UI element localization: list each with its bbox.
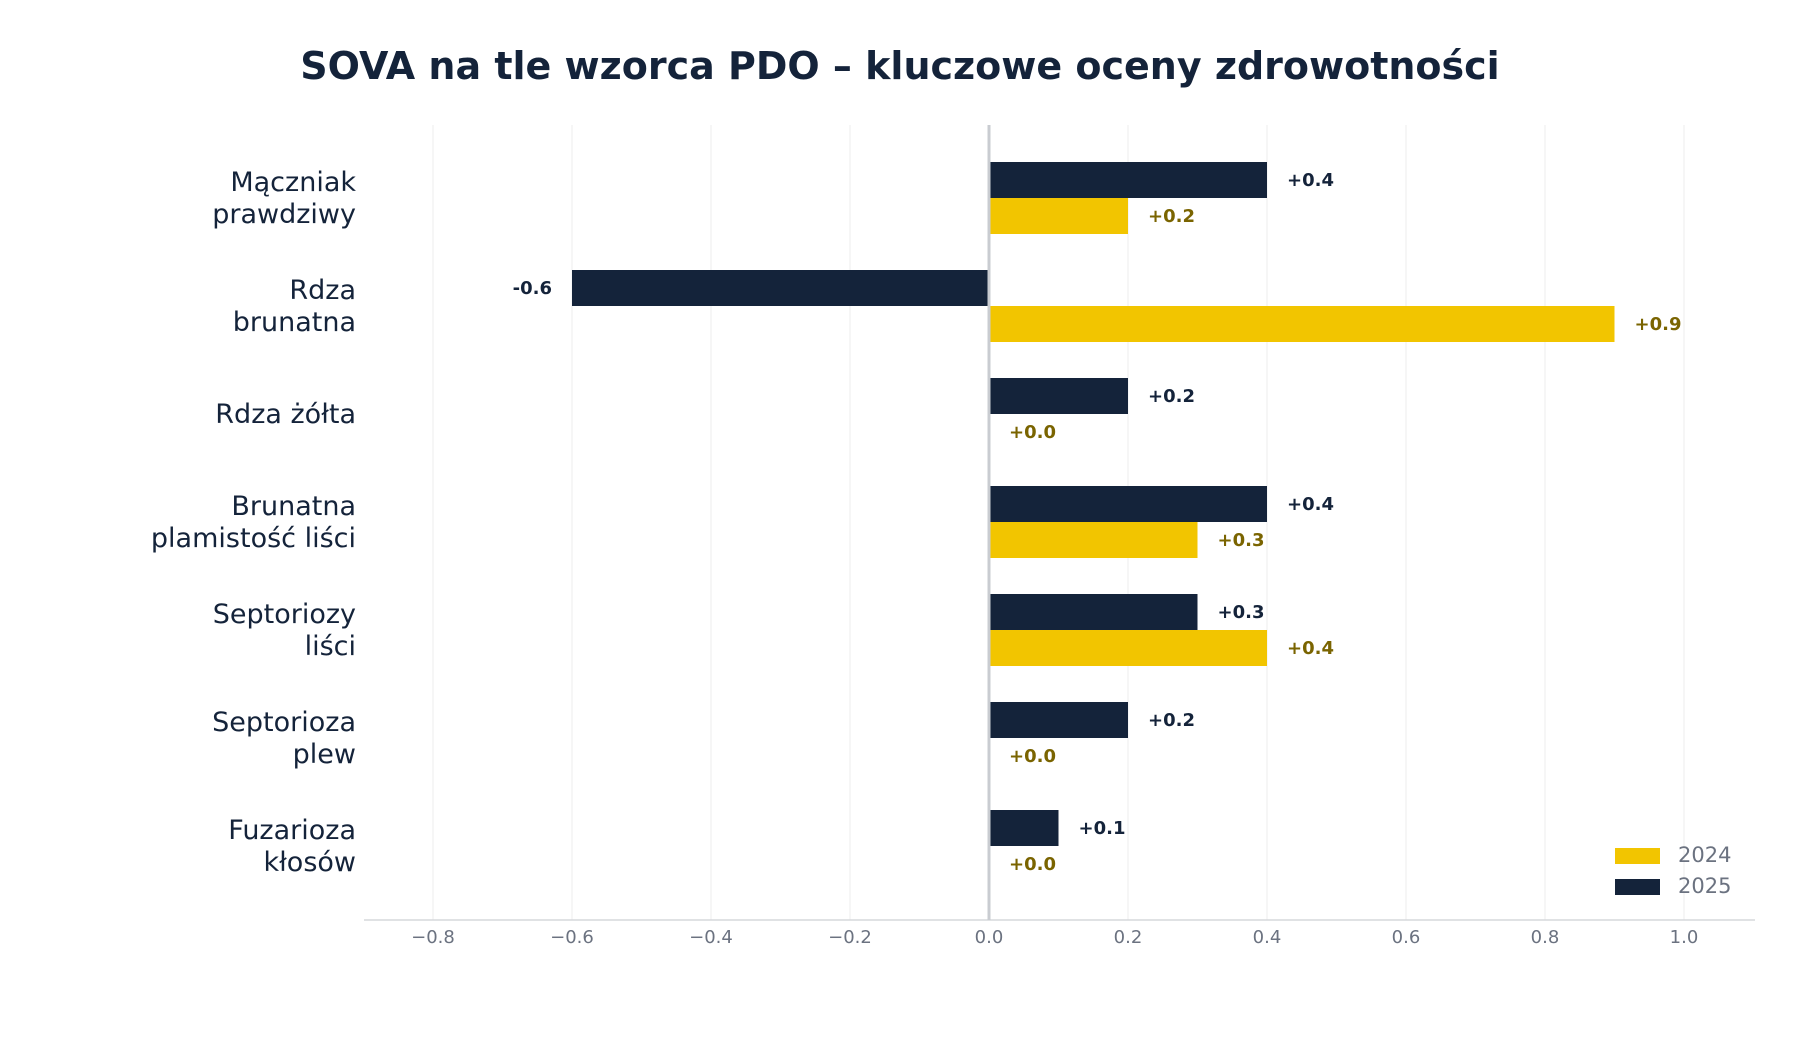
bar-2025 <box>989 810 1059 846</box>
data-label-2024: +0.2 <box>1148 206 1195 227</box>
data-label-2025: +0.2 <box>1148 710 1195 731</box>
data-label-2024: +0.0 <box>1009 854 1056 875</box>
x-tick-label: 0.0 <box>975 927 1004 948</box>
x-tick-label: −0.6 <box>550 927 594 948</box>
category-label: kłosów <box>264 847 357 878</box>
chart-title: SOVA na tle wzorca PDO – kluczowe oceny … <box>300 44 1500 88</box>
bar-2025 <box>989 378 1128 414</box>
data-label-2024: +0.3 <box>1218 530 1265 551</box>
data-label-2025: +0.4 <box>1287 170 1334 191</box>
x-tick-label: 0.2 <box>1114 927 1143 948</box>
x-tick-label: 0.4 <box>1253 927 1282 948</box>
x-tick-label: 0.6 <box>1392 927 1421 948</box>
bar-2025 <box>989 594 1198 630</box>
data-label-2025: +0.1 <box>1079 818 1126 839</box>
bar-2025 <box>572 270 989 306</box>
data-label-2024: +0.0 <box>1009 746 1056 767</box>
bar-2024 <box>989 522 1198 558</box>
category-label: Rdza <box>289 275 356 306</box>
bar-2025 <box>989 702 1128 738</box>
data-label-2025: +0.3 <box>1218 602 1265 623</box>
x-tick-label: 1.0 <box>1670 927 1699 948</box>
data-label-2025: +0.4 <box>1287 494 1334 515</box>
legend-swatch-2025 <box>1615 879 1660 895</box>
category-label: Mączniak <box>230 167 356 198</box>
bar-2025 <box>989 486 1267 522</box>
category-label: prawdziwy <box>212 199 356 230</box>
category-label: liści <box>305 631 356 662</box>
bar-2024 <box>989 630 1267 666</box>
x-tick-label: −0.4 <box>689 927 733 948</box>
category-label: Fuzarioza <box>228 815 356 846</box>
data-label-2024: +0.9 <box>1635 314 1682 335</box>
bar-2024 <box>989 306 1615 342</box>
x-tick-label: −0.8 <box>411 927 455 948</box>
data-label-2024: +0.4 <box>1287 638 1334 659</box>
category-label: plew <box>293 739 356 770</box>
x-tick-label: 0.8 <box>1531 927 1560 948</box>
category-label: Rdza żółta <box>215 399 356 430</box>
legend-label-2024: 2024 <box>1678 843 1731 867</box>
category-label: brunatna <box>233 307 356 338</box>
legend-label-2025: 2025 <box>1678 874 1731 898</box>
category-label: plamistość liści <box>151 523 356 554</box>
bar-2025 <box>989 162 1267 198</box>
data-label-2024: +0.0 <box>1009 422 1056 443</box>
category-label: Septorioza <box>212 707 356 738</box>
data-label-2025: -0.6 <box>513 278 552 299</box>
legend-swatch-2024 <box>1615 848 1660 864</box>
category-label: Brunatna <box>231 491 356 522</box>
category-label: Septoriozy <box>213 599 356 630</box>
data-label-2025: +0.2 <box>1148 386 1195 407</box>
x-tick-label: −0.2 <box>828 927 872 948</box>
bar-2024 <box>989 198 1128 234</box>
